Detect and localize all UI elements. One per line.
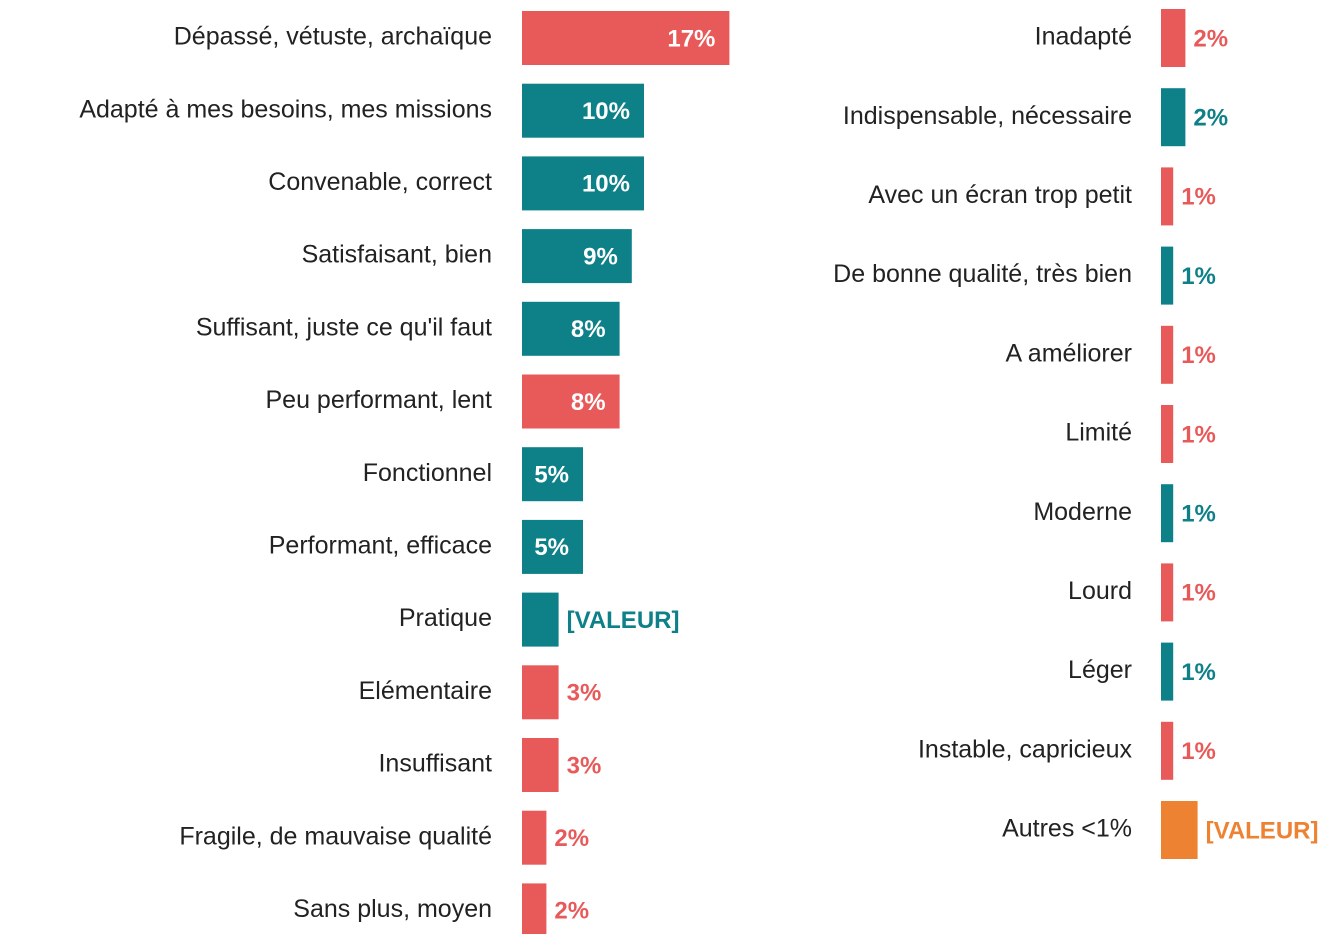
- value-label: 5%: [534, 534, 569, 561]
- value-label: 2%: [1193, 25, 1228, 52]
- category-label: A améliorer: [1006, 339, 1132, 367]
- value-label: [VALEUR]: [567, 607, 680, 634]
- value-label: 3%: [567, 680, 602, 707]
- category-label: Elémentaire: [359, 677, 492, 705]
- bar: [1161, 246, 1174, 305]
- category-label: Inadapté: [1035, 23, 1132, 51]
- bar: [522, 447, 583, 502]
- bar: [1161, 563, 1174, 622]
- bar: [522, 374, 620, 429]
- value-label: 2%: [1193, 105, 1228, 132]
- value-label: 8%: [571, 389, 606, 416]
- value-label: 10%: [582, 98, 630, 125]
- value-label: 5%: [534, 462, 569, 489]
- value-label: 1%: [1181, 580, 1216, 607]
- bar: [522, 883, 547, 934]
- bar: [522, 11, 730, 65]
- bar: [522, 83, 644, 138]
- category-label: Fragile, de mauvaise qualité: [179, 822, 492, 850]
- category-label: Performant, efficace: [269, 532, 492, 560]
- bar: [522, 592, 559, 647]
- bar: [522, 810, 547, 865]
- category-label: Convenable, correct: [268, 168, 492, 196]
- bar: [522, 301, 620, 356]
- bar: [1161, 405, 1174, 463]
- bar: [522, 665, 559, 720]
- bar: [522, 229, 632, 284]
- bar: [522, 738, 559, 792]
- bar: [1161, 801, 1198, 859]
- bar: [1161, 721, 1174, 780]
- value-label: 9%: [583, 243, 618, 270]
- category-label: Autres <1%: [1002, 815, 1132, 843]
- category-label: Indispensable, nécessaire: [843, 102, 1132, 130]
- category-label: Insuffisant: [378, 750, 492, 778]
- value-label: 3%: [567, 752, 602, 779]
- bar: [1161, 484, 1174, 543]
- value-label: 1%: [1181, 184, 1216, 211]
- bar: [1161, 167, 1174, 226]
- bar: [1161, 642, 1174, 701]
- value-label: 1%: [1181, 421, 1216, 448]
- value-label: 10%: [582, 171, 630, 198]
- bar: [522, 156, 644, 211]
- bar: [1161, 88, 1186, 147]
- category-label: Limité: [1065, 419, 1132, 447]
- value-label: 2%: [554, 898, 589, 925]
- value-label: 1%: [1181, 342, 1216, 369]
- category-label: Satisfaisant, bien: [302, 241, 492, 269]
- value-label: 1%: [1181, 501, 1216, 528]
- bar: [1161, 9, 1186, 67]
- bar: [522, 519, 583, 574]
- category-label: De bonne qualité, très bien: [833, 260, 1132, 288]
- value-label: 1%: [1181, 659, 1216, 686]
- category-label: Instable, capricieux: [918, 735, 1133, 763]
- category-label: Moderne: [1033, 498, 1132, 526]
- value-label: 1%: [1181, 738, 1216, 765]
- bar: [1161, 325, 1174, 384]
- category-label: Dépassé, vétuste, archaïque: [174, 23, 492, 51]
- category-label: Sans plus, moyen: [293, 895, 492, 923]
- value-label: [VALEUR]: [1206, 817, 1319, 844]
- category-label: Adapté à mes besoins, mes missions: [79, 95, 492, 123]
- category-label: Pratique: [399, 604, 492, 632]
- category-label: Fonctionnel: [363, 459, 492, 487]
- category-label: Suffisant, juste ce qu'il faut: [196, 313, 492, 341]
- category-label: Lourd: [1068, 577, 1132, 605]
- value-label: 2%: [554, 825, 589, 852]
- value-label: 17%: [667, 25, 715, 52]
- value-label: 1%: [1181, 263, 1216, 290]
- category-label: Peu performant, lent: [265, 386, 492, 414]
- category-label: Léger: [1068, 656, 1132, 684]
- category-label: Avec un écran trop petit: [868, 181, 1132, 209]
- value-label: 8%: [571, 316, 606, 343]
